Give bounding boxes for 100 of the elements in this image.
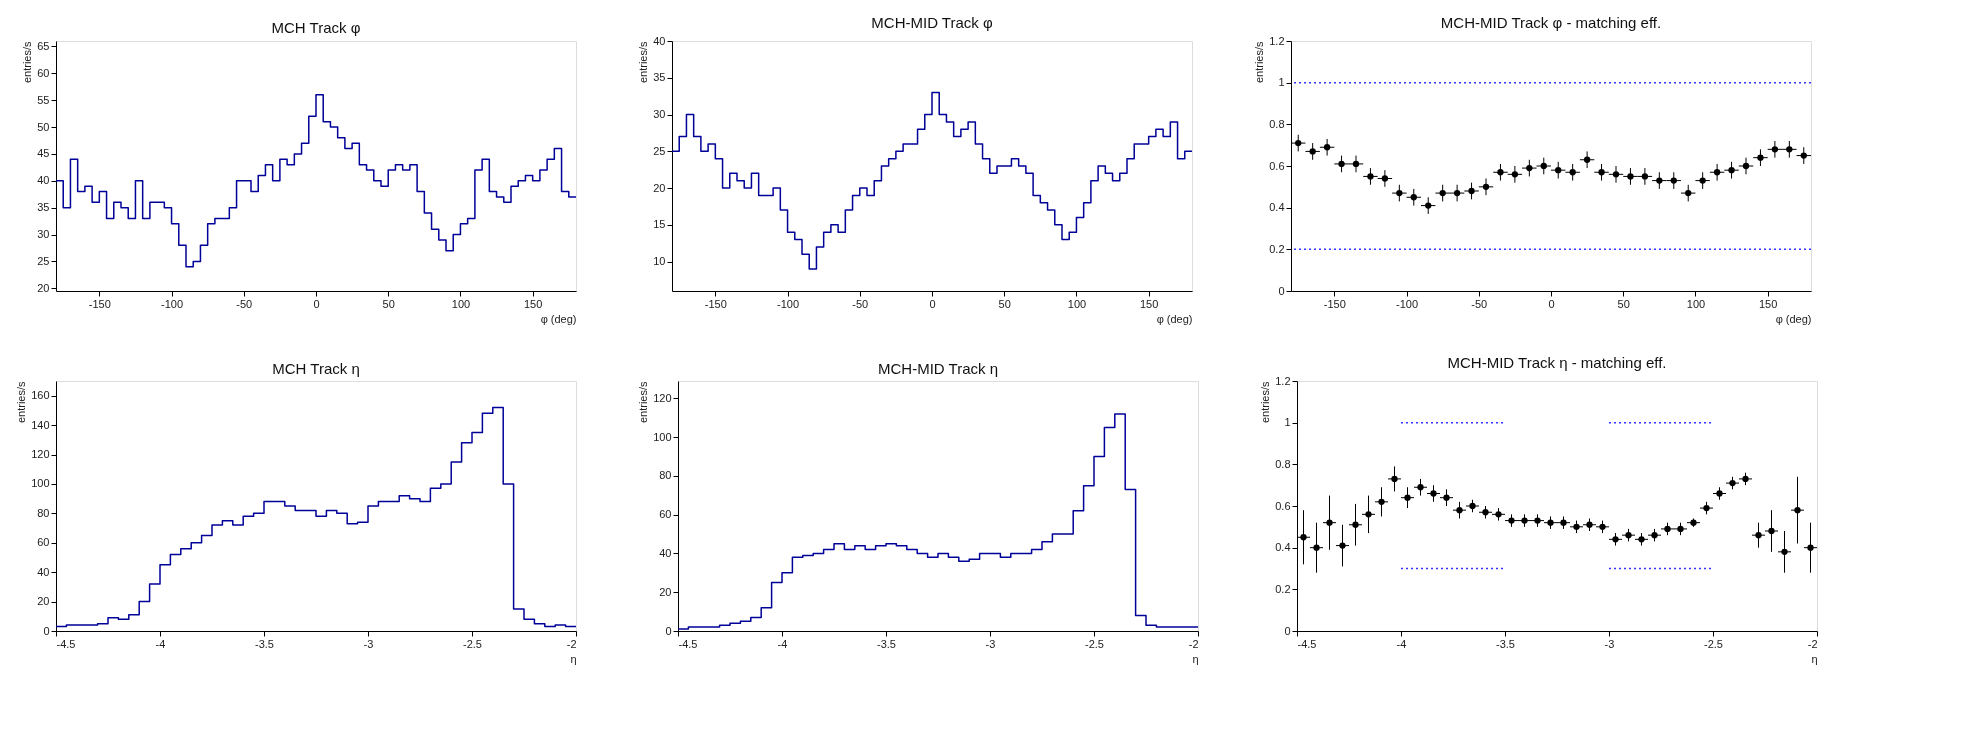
y-tick-label: 20	[659, 585, 672, 598]
y-tick-label: 30	[37, 228, 50, 241]
y-axis-title: entries/s	[637, 381, 650, 424]
y-tick-label: 0.4	[1269, 201, 1285, 214]
y-tick-label: 1.2	[1269, 34, 1285, 47]
y-tick-label: 0.4	[1275, 541, 1291, 554]
x-axis-title: η	[1811, 652, 1818, 665]
y-tick-label: 40	[37, 174, 50, 187]
x-tick-label: 100	[1686, 297, 1706, 310]
y-tick-label: 50	[37, 120, 50, 133]
y-tick-label: 40	[653, 34, 666, 47]
y-tick-label: 100	[31, 477, 50, 490]
y-tick-label: 40	[659, 546, 672, 559]
x-tick-label: -4	[155, 637, 166, 650]
y-axis-title: entries/s	[15, 381, 28, 424]
x-tick-label: -4.5	[56, 637, 76, 650]
y-tick-label: 30	[653, 108, 666, 121]
x-tick-label: 50	[382, 297, 395, 310]
y-tick-label: 55	[37, 93, 50, 106]
x-tick-label: -3	[1604, 637, 1615, 650]
chart-title: MCH-MID Track φ	[871, 14, 993, 31]
x-tick-label: -2	[1188, 637, 1199, 650]
x-tick-label: -4	[777, 637, 788, 650]
x-tick-label: -4.5	[1297, 637, 1317, 650]
y-axis-title: entries/s	[1259, 381, 1272, 424]
y-tick-label: 100	[653, 430, 672, 443]
x-tick-label: 50	[1617, 297, 1630, 310]
y-tick-label: 1	[1284, 416, 1291, 429]
x-tick-label: 150	[1758, 297, 1778, 310]
x-axis-title: η	[570, 652, 577, 665]
y-axis-title: entries/s	[1253, 41, 1266, 84]
y-tick-label: 0.8	[1269, 117, 1285, 130]
x-tick-label: -150	[1323, 297, 1346, 310]
y-tick-label: 160	[31, 389, 50, 402]
x-tick-label: -3.5	[255, 637, 274, 650]
x-tick-label: 150	[1139, 297, 1159, 310]
y-tick-label: 20	[653, 181, 666, 194]
x-tick-label: 50	[998, 297, 1011, 310]
y-tick-label: 120	[653, 391, 672, 404]
chart-title: MCH-MID Track η	[878, 360, 998, 377]
y-tick-label: 20	[37, 595, 50, 608]
chart-title: MCH Track η	[272, 360, 360, 377]
y-tick-label: 1.2	[1275, 374, 1291, 387]
x-axis-title: φ (deg)	[1775, 312, 1812, 325]
x-tick-label: 0	[313, 297, 320, 310]
x-tick-label: -2	[566, 637, 577, 650]
y-axis-title: entries/s	[21, 41, 34, 84]
y-tick-label: 15	[653, 218, 666, 231]
y-tick-label: 0.2	[1269, 242, 1285, 255]
x-tick-label: -2	[1807, 637, 1818, 650]
y-tick-label: 80	[659, 469, 672, 482]
y-tick-label: 0.6	[1275, 499, 1291, 512]
x-tick-label: 0	[1548, 297, 1555, 310]
y-tick-label: 0	[1284, 624, 1291, 637]
x-tick-label: 0	[929, 297, 936, 310]
x-tick-label: 100	[451, 297, 471, 310]
y-tick-label: 140	[31, 418, 50, 431]
y-tick-label: 0	[665, 624, 672, 637]
x-tick-label: -100	[161, 297, 184, 310]
y-tick-label: 35	[37, 201, 50, 214]
x-tick-label: -150	[88, 297, 111, 310]
y-tick-label: 20	[37, 281, 50, 294]
x-tick-label: 150	[523, 297, 543, 310]
y-tick-label: 40	[37, 565, 50, 578]
x-tick-label: -4	[1396, 637, 1407, 650]
x-tick-label: -2.5	[463, 637, 482, 650]
x-tick-label: -50	[236, 297, 253, 310]
y-tick-label: 25	[653, 144, 666, 157]
x-tick-label: -2.5	[1085, 637, 1104, 650]
x-axis-title: η	[1192, 652, 1199, 665]
y-tick-label: 60	[37, 536, 50, 549]
y-tick-label: 0	[43, 624, 50, 637]
y-tick-label: 60	[37, 66, 50, 79]
y-tick-label: 60	[659, 508, 672, 521]
x-tick-label: 100	[1067, 297, 1087, 310]
x-tick-label: -4.5	[678, 637, 698, 650]
y-tick-label: 25	[37, 254, 50, 267]
y-tick-label: 0.8	[1275, 457, 1291, 470]
chart-title: MCH-MID Track φ - matching eff.	[1440, 14, 1662, 31]
chart-title: MCH-MID Track η - matching eff.	[1447, 354, 1667, 371]
x-tick-label: -2.5	[1704, 637, 1723, 650]
x-tick-label: -50	[1471, 297, 1488, 310]
y-tick-label: 10	[653, 255, 666, 268]
chart-title: MCH Track φ	[271, 19, 361, 37]
y-axis-title: entries/s	[637, 41, 650, 84]
y-tick-label: 1	[1278, 76, 1285, 89]
x-axis-title: φ (deg)	[540, 312, 577, 325]
y-tick-label: 120	[31, 448, 50, 461]
y-tick-label: 45	[37, 147, 50, 160]
x-tick-label: -150	[704, 297, 727, 310]
y-tick-label: 80	[37, 506, 50, 519]
x-tick-label: -3	[985, 637, 996, 650]
y-tick-label: 35	[653, 71, 666, 84]
x-axis-title: φ (deg)	[1156, 312, 1193, 325]
x-tick-label: -50	[852, 297, 869, 310]
x-tick-label: -100	[1396, 297, 1419, 310]
y-tick-label: 0.6	[1269, 159, 1285, 172]
x-tick-label: -3	[363, 637, 374, 650]
x-tick-label: -3.5	[1496, 637, 1515, 650]
x-tick-label: -100	[777, 297, 800, 310]
